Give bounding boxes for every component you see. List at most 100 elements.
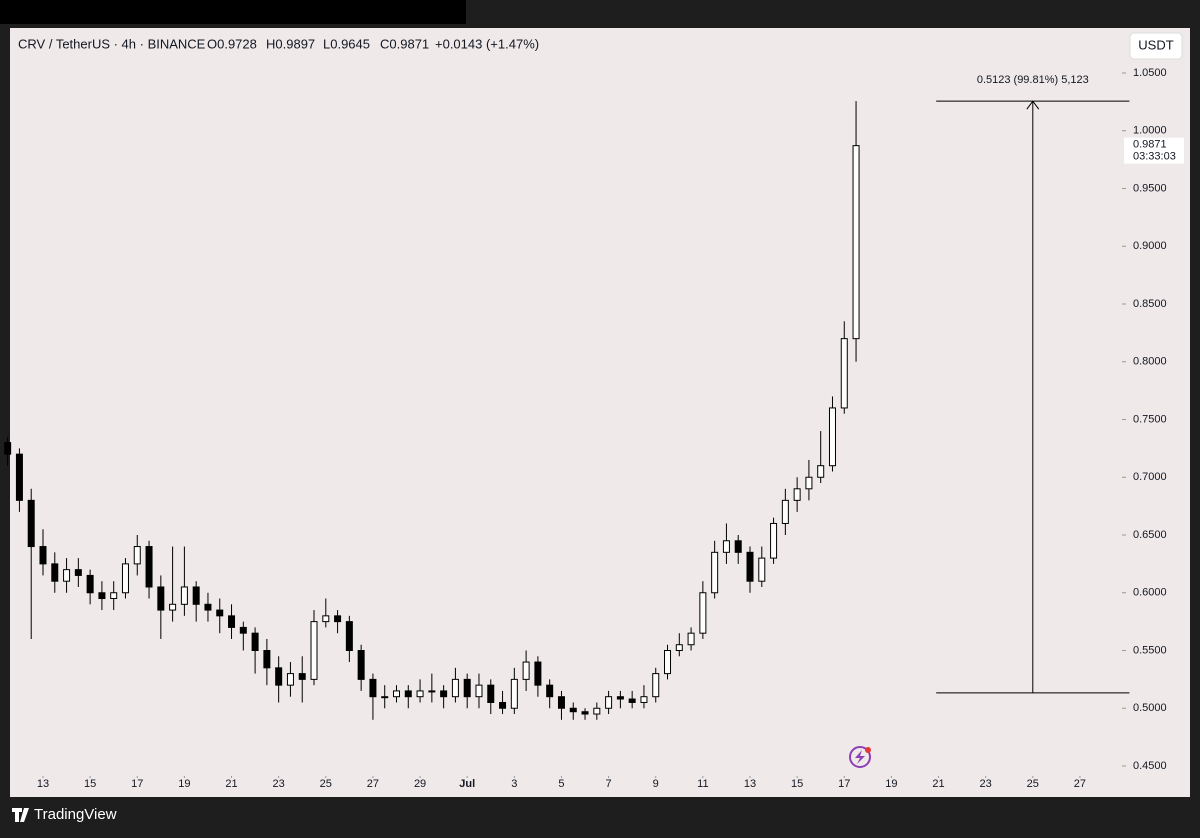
y-tick-label: 0.6000 xyxy=(1133,587,1167,599)
y-tick-label: 0.9000 xyxy=(1133,240,1167,252)
alert-bolt xyxy=(855,750,865,764)
last-price-box xyxy=(1124,137,1184,164)
x-tick-label: 23 xyxy=(273,778,285,790)
candle-body xyxy=(322,615,330,623)
candle-body xyxy=(664,650,672,675)
y-tick-label: 0.4500 xyxy=(1133,760,1167,772)
symbol: CRV / TetherUS · 4h · BINANCE xyxy=(18,36,206,51)
candle-body xyxy=(310,621,318,680)
candle-body xyxy=(86,574,94,594)
candle-body xyxy=(145,546,153,588)
candle-body xyxy=(239,626,247,634)
candle-body xyxy=(121,563,129,594)
candle-body xyxy=(817,465,825,478)
candle-body xyxy=(180,586,188,605)
x-tick-label: 27 xyxy=(1074,778,1086,790)
x-tick-label: 23 xyxy=(980,778,992,790)
y-tick-label: 0.9500 xyxy=(1133,182,1167,194)
candle-body xyxy=(652,673,660,698)
x-tick-label: 7 xyxy=(606,778,612,790)
ohlc-open: O0.9728 xyxy=(207,36,257,51)
x-tick-label: 19 xyxy=(178,778,190,790)
candle-body xyxy=(369,678,377,698)
x-tick-label: 13 xyxy=(744,778,756,790)
y-tick-label: 0.5000 xyxy=(1133,702,1167,714)
candle-body xyxy=(793,488,801,501)
candle-body xyxy=(734,540,742,553)
measure-label: 0.5123 (99.81%) 5,123 xyxy=(977,74,1089,86)
candle-body xyxy=(557,696,565,709)
candle-body xyxy=(487,684,495,703)
x-tick-label: Jul xyxy=(459,778,475,790)
y-tick-label: 0.8500 xyxy=(1133,298,1167,310)
candle-body xyxy=(687,632,695,646)
candle-body xyxy=(334,615,342,623)
x-tick-label: 15 xyxy=(791,778,803,790)
change: +0.0143 (+1.47%) xyxy=(435,36,539,51)
x-tick-label: 19 xyxy=(885,778,897,790)
candle-body xyxy=(275,667,283,686)
candle-body xyxy=(169,603,177,611)
x-tick-label: 21 xyxy=(225,778,237,790)
y-tick-label: 0.7000 xyxy=(1133,471,1167,483)
alert-dot xyxy=(865,747,871,753)
x-tick-label: 25 xyxy=(1027,778,1039,790)
currency[interactable]: USDT xyxy=(1138,37,1173,52)
candle-body xyxy=(51,563,59,582)
y-tick-label: 1.0000 xyxy=(1133,125,1167,137)
ohlc-close: C0.9871 xyxy=(380,36,429,51)
last-price: 0.9871 xyxy=(1133,139,1167,151)
candle-body xyxy=(770,522,778,559)
candle-body xyxy=(345,621,353,651)
candle-body xyxy=(475,684,483,698)
brand: TradingView xyxy=(34,806,117,823)
candle-body xyxy=(110,592,118,600)
candle-body xyxy=(758,557,766,582)
candle-body xyxy=(133,546,141,565)
x-tick-label: 3 xyxy=(511,778,517,790)
candle-body xyxy=(157,586,165,611)
candle-body xyxy=(392,690,400,698)
candle-body xyxy=(416,690,424,698)
candle-body xyxy=(39,546,47,565)
candle-body xyxy=(440,690,448,698)
candle-body xyxy=(605,696,613,709)
candle-body xyxy=(228,615,236,628)
candle-body xyxy=(640,696,648,703)
candle-body xyxy=(711,551,719,594)
candle-body xyxy=(216,609,224,617)
x-tick-label: 9 xyxy=(653,778,659,790)
x-tick-label: 29 xyxy=(414,778,426,790)
candle-body xyxy=(581,711,589,715)
candle-body xyxy=(404,690,412,698)
x-tick-label: 17 xyxy=(131,778,143,790)
measure-arrowhead xyxy=(1026,100,1040,110)
x-tick-label: 27 xyxy=(367,778,379,790)
candle-body xyxy=(852,145,860,340)
y-tick-label: 1.0500 xyxy=(1133,67,1167,79)
candle-body xyxy=(381,696,389,699)
x-tick-label: 15 xyxy=(84,778,96,790)
x-tick-label: 11 xyxy=(697,778,708,790)
candle-body xyxy=(192,586,200,605)
candle-body xyxy=(298,673,306,680)
ohlc-low: L0.9645 xyxy=(323,36,370,51)
candle-body xyxy=(522,661,530,680)
candle-body xyxy=(546,684,554,698)
alert-icon[interactable] xyxy=(849,746,871,768)
candle-body xyxy=(628,698,636,703)
candle-body xyxy=(428,690,436,693)
candle-body xyxy=(463,678,471,698)
candle-body xyxy=(451,678,459,698)
candle-body xyxy=(98,592,106,600)
chart-bg xyxy=(10,28,1190,797)
ohlc-high: H0.9897 xyxy=(266,36,315,51)
top-bar xyxy=(0,0,466,24)
logo xyxy=(12,808,29,822)
y-tick-label: 0.8000 xyxy=(1133,356,1167,368)
currency-button[interactable] xyxy=(1129,32,1183,60)
candle-body xyxy=(4,442,12,455)
candle-body xyxy=(781,499,789,524)
candle-body xyxy=(27,499,35,548)
candle-body xyxy=(263,650,271,669)
